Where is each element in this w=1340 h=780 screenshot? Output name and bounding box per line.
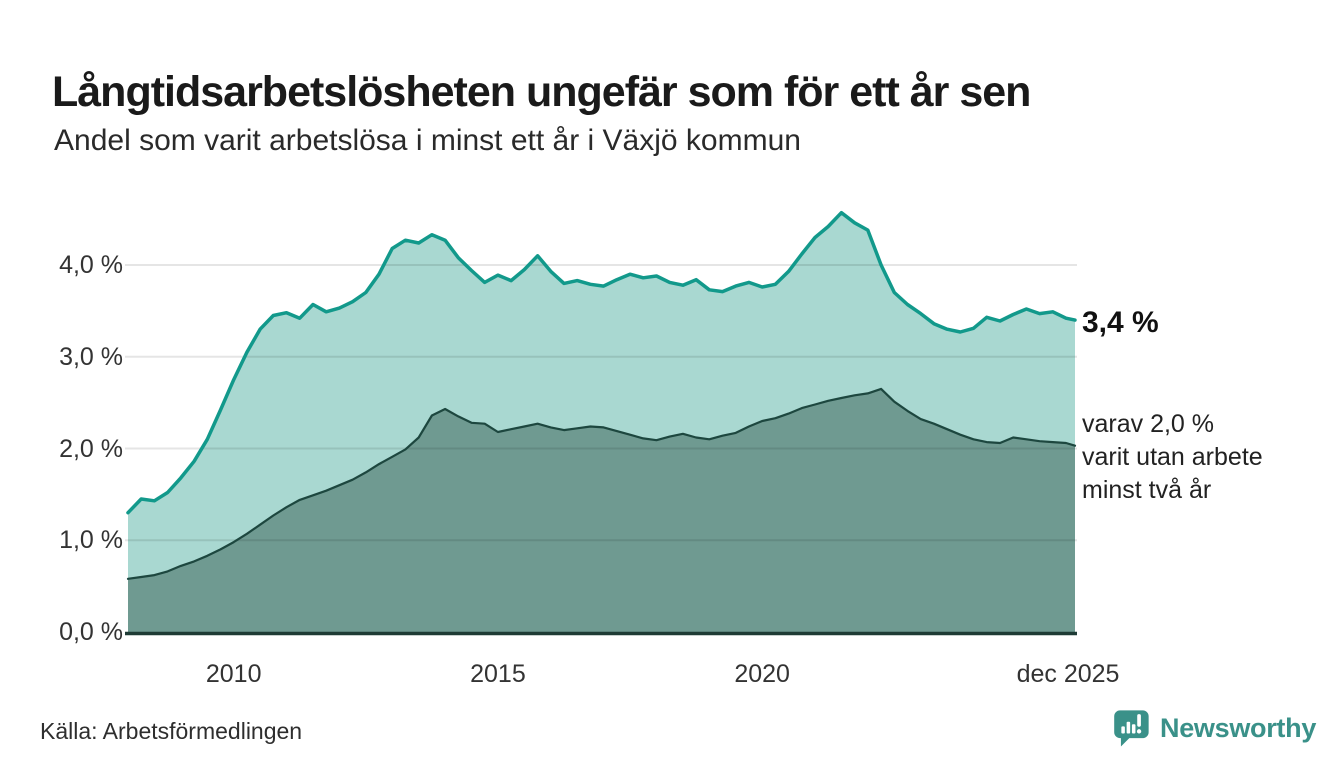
newsworthy-icon — [1114, 710, 1149, 747]
y-tick-label: 0,0 % — [59, 618, 123, 646]
y-tick-label: 2,0 % — [59, 434, 123, 463]
y-tick-label: 3,0 % — [59, 342, 123, 371]
newsworthy-wordmark: Newsworthy — [1160, 712, 1317, 743]
y-tick-label: 4,0 % — [59, 251, 123, 279]
series2-area — [128, 388, 1075, 632]
series2-line — [126, 387, 1077, 580]
x-tick-label: 2015 — [470, 660, 526, 688]
x-tick-label: 2010 — [205, 660, 262, 688]
source-note: Källa: Arbetsförmedlingen — [40, 718, 303, 744]
x-tick-label: dec 2025 — [1016, 660, 1120, 688]
latest-value-annotation: 3,4 % — [1082, 306, 1159, 339]
x-tick-label: 2020 — [734, 660, 790, 688]
page-subtitle: Andel som varit arbetslösa i minst ett å… — [54, 124, 801, 157]
secondary-annotation: varav 2,0 % varit utan arbete minst två … — [1082, 410, 1263, 504]
gridlines — [125, 264, 1077, 542]
newsworthy-logo: Newsworthy — [1110, 706, 1316, 750]
series1-line — [126, 210, 1077, 515]
page-title: Långtidsarbetslösheten ungefär som för e… — [52, 67, 1031, 116]
y-tick-label: 1,0 % — [59, 526, 123, 555]
